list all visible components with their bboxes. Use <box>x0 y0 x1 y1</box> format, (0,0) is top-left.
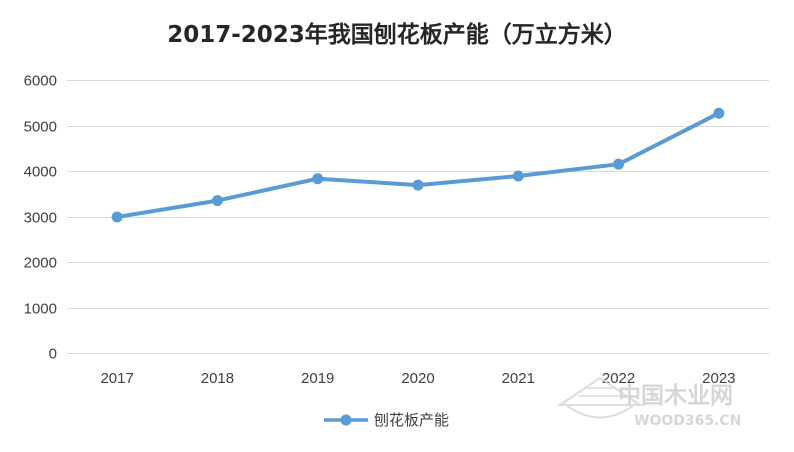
data-point <box>211 195 223 207</box>
y-axis-ticks: 0 1000 2000 3000 4000 5000 6000 <box>24 73 57 363</box>
data-point <box>512 170 524 182</box>
x-tick-label: 2019 <box>301 370 334 387</box>
watermark-logo-icon <box>556 376 644 419</box>
data-point <box>312 173 324 185</box>
data-point <box>713 107 725 119</box>
data-point <box>412 179 424 191</box>
legend-label: 刨花板产能 <box>374 411 449 429</box>
y-tick-label: 6000 <box>24 73 57 90</box>
y-tick-label: 4000 <box>24 164 57 181</box>
x-tick-label: 2021 <box>502 370 535 387</box>
y-tick-label: 1000 <box>24 301 57 318</box>
watermark: 中国木业网 WOOD365.CN <box>556 376 741 429</box>
watermark-url: WOOD365.CN <box>634 413 741 429</box>
chart-title: 2017-2023年我国刨花板产能（万立方米） <box>167 21 627 48</box>
x-tick-label: 2018 <box>201 370 234 387</box>
legend-marker <box>340 414 352 426</box>
legend[interactable]: 刨花板产能 <box>324 411 449 429</box>
watermark-cn: 中国木业网 <box>618 383 733 409</box>
data-point <box>111 211 123 223</box>
x-tick-label: 2023 <box>702 370 735 387</box>
series-layer <box>111 107 725 223</box>
y-tick-label: 5000 <box>24 119 57 136</box>
y-tick-label: 2000 <box>24 255 57 272</box>
x-axis-ticks: 2017 2018 2019 2020 2021 2022 2023 <box>100 370 735 387</box>
x-tick-label: 2022 <box>602 370 635 387</box>
y-tick-label: 3000 <box>24 210 57 227</box>
gridlines <box>67 80 769 354</box>
y-tick-label: 0 <box>49 346 57 363</box>
x-tick-label: 2020 <box>401 370 434 387</box>
data-point <box>613 158 625 170</box>
x-tick-label: 2017 <box>100 370 133 387</box>
